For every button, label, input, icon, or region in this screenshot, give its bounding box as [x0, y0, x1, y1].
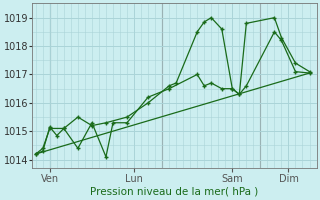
- X-axis label: Pression niveau de la mer( hPa ): Pression niveau de la mer( hPa ): [90, 187, 259, 197]
